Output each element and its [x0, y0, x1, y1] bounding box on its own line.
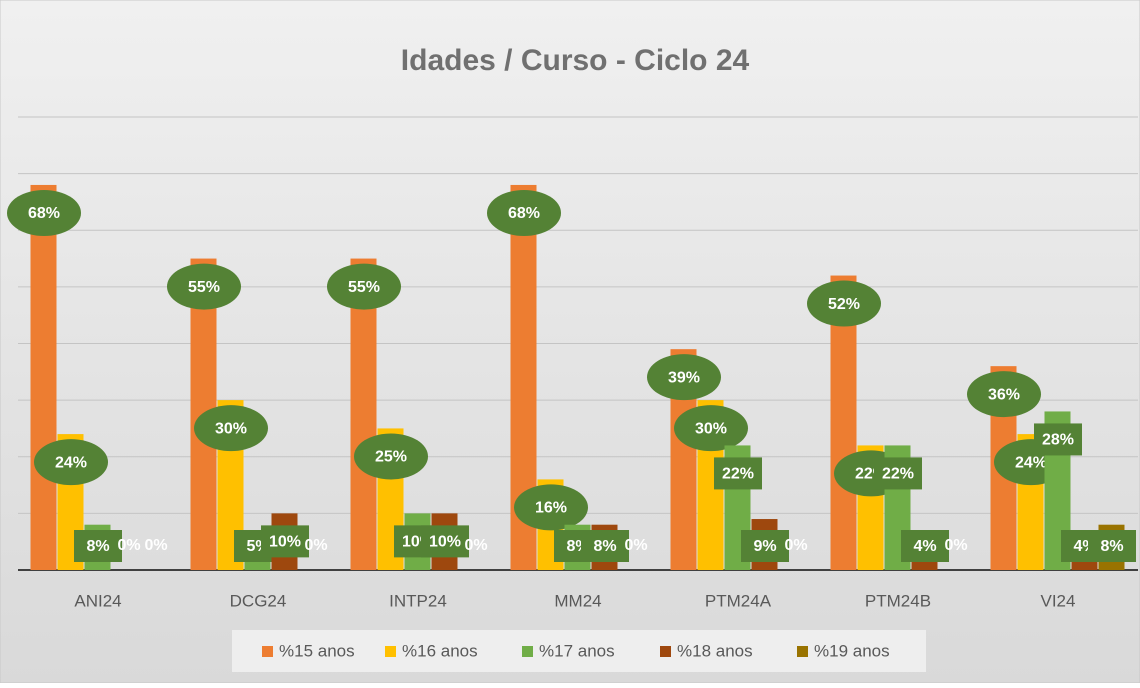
data-label-bg	[647, 354, 721, 401]
data-label: 36%	[988, 386, 1020, 403]
x-tick-label: MM24	[554, 591, 601, 610]
data-label: 24%	[55, 454, 87, 471]
data-label-bg	[194, 405, 268, 452]
legend-box	[232, 630, 926, 672]
data-label-bg	[167, 263, 241, 310]
data-label: 24%	[1015, 454, 1047, 471]
data-label: 10%	[429, 534, 461, 551]
data-label: 22%	[882, 466, 914, 483]
legend-label: %17 anos	[539, 641, 615, 660]
data-label-bg	[514, 484, 588, 531]
legend-label: %15 anos	[279, 641, 355, 660]
data-label-bg	[674, 405, 748, 452]
data-label: 28%	[1042, 432, 1074, 449]
data-label: 8%	[593, 538, 616, 555]
x-tick-label: DCG24	[230, 591, 287, 610]
data-label: 52%	[828, 296, 860, 313]
data-label: 10%	[269, 534, 301, 551]
data-label: 9%	[753, 538, 776, 555]
data-label: 0%	[144, 537, 167, 554]
data-label-bg	[581, 530, 629, 562]
data-label-bg	[1088, 530, 1136, 562]
legend-swatch	[522, 646, 533, 657]
data-label: 22%	[722, 466, 754, 483]
bar	[350, 258, 377, 570]
legend-label: %16 anos	[402, 641, 478, 660]
data-label: 4%	[913, 538, 936, 555]
data-label: 55%	[188, 279, 220, 296]
x-tick-label: ANI24	[74, 591, 121, 610]
data-label-bg	[874, 457, 922, 490]
data-label-bg	[807, 280, 881, 327]
legend-label: %19 anos	[814, 641, 890, 660]
data-label: 0%	[117, 537, 140, 554]
data-label: 0%	[304, 537, 327, 554]
data-label: 0%	[784, 537, 807, 554]
data-label: 25%	[375, 449, 407, 466]
data-label-bg	[714, 457, 762, 490]
data-label: 68%	[508, 205, 540, 222]
legend-label: %18 anos	[677, 641, 753, 660]
data-label: 55%	[348, 279, 380, 296]
data-label-bg	[741, 530, 789, 562]
data-label: 39%	[668, 369, 700, 386]
data-label: 8%	[1100, 538, 1123, 555]
data-label: 0%	[624, 537, 647, 554]
data-label-bg	[1034, 423, 1082, 456]
x-tick-label: VI24	[1041, 591, 1076, 610]
data-label-bg	[74, 530, 122, 562]
data-label-bg	[7, 189, 81, 236]
legend-swatch	[660, 646, 671, 657]
data-label: 0%	[944, 537, 967, 554]
data-label-bg	[34, 439, 108, 486]
x-tick-label: PTM24B	[865, 591, 931, 610]
legend-swatch	[797, 646, 808, 657]
data-label: 30%	[695, 420, 727, 437]
data-label: 68%	[28, 205, 60, 222]
data-label-bg	[354, 433, 428, 480]
data-label: 8%	[86, 538, 109, 555]
x-tick-label: INTP24	[389, 591, 447, 610]
legend-swatch	[385, 646, 396, 657]
x-tick-label: PTM24A	[705, 591, 772, 610]
data-label: 16%	[535, 500, 567, 517]
data-label-bg	[487, 189, 561, 236]
chart-title: Idades / Curso - Ciclo 24	[401, 44, 750, 77]
data-label-bg	[327, 263, 401, 310]
data-label-bg	[421, 525, 469, 558]
data-label-bg	[967, 371, 1041, 418]
legend-swatch	[262, 646, 273, 657]
data-label: 0%	[464, 537, 487, 554]
data-label-bg	[901, 530, 949, 562]
bar	[30, 184, 57, 570]
data-label-bg	[261, 525, 309, 558]
data-label: 30%	[215, 420, 247, 437]
